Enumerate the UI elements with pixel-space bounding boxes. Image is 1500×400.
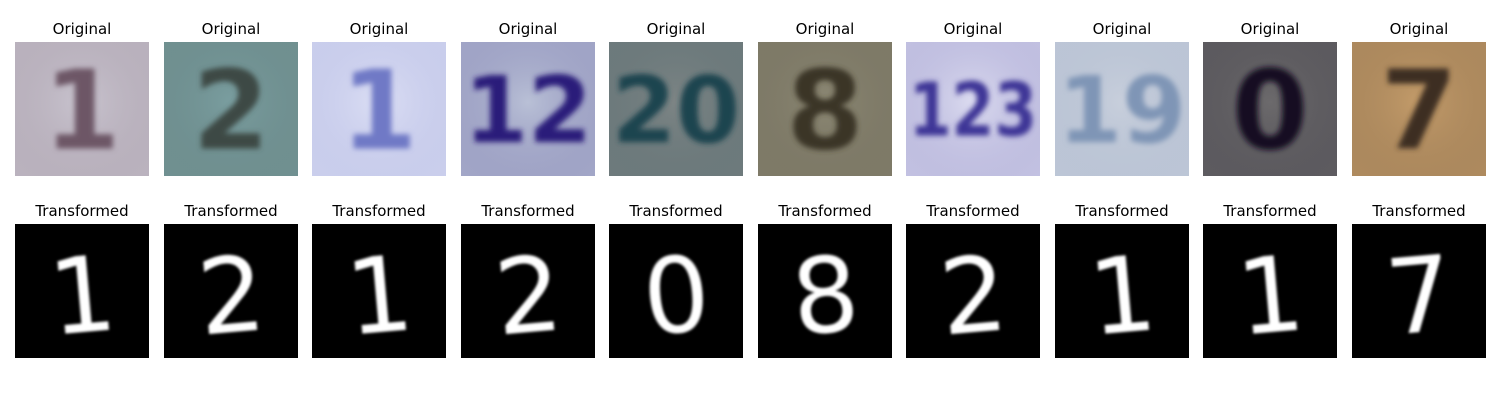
original-image: 8: [758, 42, 892, 176]
transformed-image: 1: [312, 224, 446, 358]
transformed-image: 0: [609, 224, 743, 358]
original-digits: 8: [787, 47, 864, 175]
original-title: Original: [52, 20, 112, 38]
original-title: Original: [795, 20, 855, 38]
original-image: 2: [164, 42, 298, 176]
original-digits: 7: [1381, 47, 1458, 175]
transformed-image: 1: [15, 224, 149, 358]
transformed-title: Transformed: [184, 202, 278, 220]
original-digits: 20: [612, 57, 740, 164]
original-image: 1: [312, 42, 446, 176]
transformed-title: Transformed: [778, 202, 872, 220]
original-image: 1: [15, 42, 149, 176]
transformed-digit: 7: [1381, 232, 1458, 358]
original-image: 12: [461, 42, 595, 176]
transformed-digit: 2: [193, 232, 270, 358]
transformed-digit: 2: [490, 232, 567, 358]
transformed-title: Transformed: [1075, 202, 1169, 220]
original-title: Original: [349, 20, 409, 38]
transformed-digit: 2: [935, 232, 1012, 358]
original-title: Original: [1389, 20, 1449, 38]
transformed-digit: 8: [787, 232, 864, 358]
original-title: Original: [498, 20, 558, 38]
original-digits: 0: [1232, 47, 1309, 175]
transformed-title: Transformed: [1223, 202, 1317, 220]
transformed-digit: 1: [341, 232, 418, 358]
original-image: 0: [1203, 42, 1337, 176]
original-digits: 1: [44, 47, 121, 175]
transformed-image: 1: [1055, 224, 1189, 358]
original-digits: 123: [909, 68, 1037, 154]
transformed-digit: 1: [1084, 232, 1161, 358]
original-title: Original: [1240, 20, 1300, 38]
transformed-image: 2: [164, 224, 298, 358]
original-title: Original: [1092, 20, 1152, 38]
original-image: 7: [1352, 42, 1486, 176]
original-title: Original: [646, 20, 706, 38]
transformed-title: Transformed: [629, 202, 723, 220]
transformed-image: 8: [758, 224, 892, 358]
transformed-title: Transformed: [332, 202, 426, 220]
transformed-image: 2: [461, 224, 595, 358]
original-image: 123: [906, 42, 1040, 176]
original-digits: 12: [464, 57, 592, 164]
transformed-title: Transformed: [1372, 202, 1466, 220]
original-image: 20: [609, 42, 743, 176]
original-digits: 2: [193, 47, 270, 175]
transformed-digit: 1: [44, 232, 121, 358]
transformed-digit: 1: [1232, 232, 1309, 358]
original-digits: 19: [1058, 57, 1186, 164]
transformed-title: Transformed: [926, 202, 1020, 220]
original-digits: 1: [341, 47, 418, 175]
original-title: Original: [201, 20, 261, 38]
transformed-image: 7: [1352, 224, 1486, 358]
transformed-image: 2: [906, 224, 1040, 358]
original-title: Original: [943, 20, 1003, 38]
transformed-title: Transformed: [35, 202, 129, 220]
transformed-image: 1: [1203, 224, 1337, 358]
original-image: 19: [1055, 42, 1189, 176]
transformed-title: Transformed: [481, 202, 575, 220]
transformed-digit: 0: [638, 232, 715, 358]
